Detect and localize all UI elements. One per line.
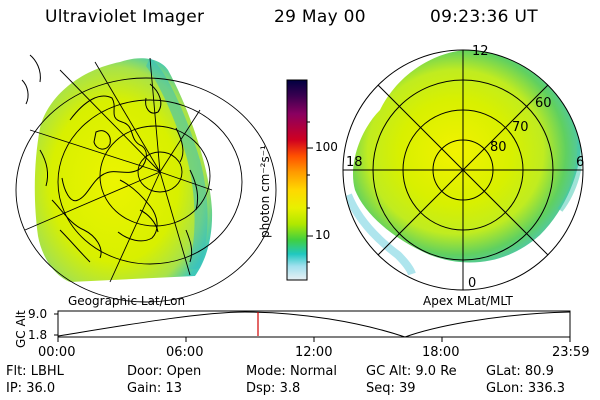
status-glat: GLat: 80.9 — [486, 364, 554, 379]
status-gc-alt: GC Alt: 9.0 Re — [366, 364, 457, 379]
mlat-label-70: 70 — [512, 120, 529, 135]
time-tick-2359: 23:59 — [552, 345, 590, 360]
time-tick-1200: 12:00 — [295, 345, 333, 360]
status-seq: Seq: 39 — [366, 381, 416, 396]
time-label: 09:23:36 UT — [430, 7, 538, 27]
status-door: Door: Open — [127, 364, 202, 379]
polar-panel-label: Apex MLat/MLT — [423, 294, 513, 308]
colorbar — [286, 79, 313, 281]
status-filter: Flt: LBHL — [6, 364, 64, 379]
polar-image — [342, 49, 584, 291]
time-tick-0600: 06:00 — [166, 345, 204, 360]
geo-panel-label: Geographic Lat/Lon — [68, 294, 186, 308]
status-glon: GLon: 336.3 — [486, 381, 566, 396]
status-mode: Mode: Normal — [246, 364, 337, 379]
alt-tick-1-8: 1.8 — [28, 328, 48, 342]
mlt-label-6: 6 — [576, 155, 585, 170]
time-tick-1800: 18:00 — [422, 345, 460, 360]
mlt-label-0: 0 — [468, 276, 477, 291]
mlat-label-60: 60 — [535, 96, 552, 111]
alt-tick-9: 9.0 — [28, 307, 48, 321]
colorbar-tick-100: 100 — [315, 140, 338, 154]
altitude-plot — [54, 310, 571, 342]
status-gain: Gain: 13 — [127, 381, 182, 396]
alt-plot-ylabel: GC Alt — [14, 310, 28, 348]
status-ip: IP: 36.0 — [6, 381, 56, 396]
instrument-title: Ultraviolet Imager — [45, 7, 205, 27]
status-dsp: Dsp: 3.8 — [246, 381, 301, 396]
mlt-label-12: 12 — [472, 44, 489, 59]
colorbar-tick-10: 10 — [315, 228, 331, 242]
colorbar-label: photon cm⁻²s⁻¹ — [258, 145, 272, 238]
date-label: 29 May 00 — [274, 7, 366, 27]
time-tick-0000: 00:00 — [38, 345, 76, 360]
mlt-label-18: 18 — [346, 155, 363, 170]
geographic-image — [15, 54, 277, 303]
mlat-label-80: 80 — [490, 140, 507, 155]
